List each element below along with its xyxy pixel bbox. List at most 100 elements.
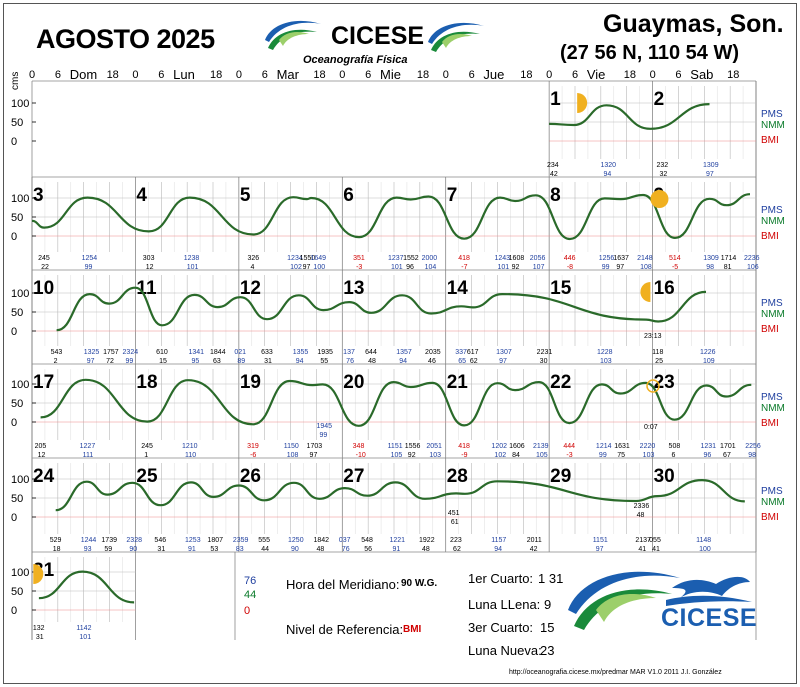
tide-time: 617 (467, 349, 479, 356)
tide-extreme-label: 1701 67 (720, 443, 736, 459)
tide-height: 32 (659, 171, 667, 178)
tide-extreme-label: 2324 99 (123, 349, 139, 365)
level-label: PMS (761, 486, 783, 497)
tide-extreme-label: 1307 97 (496, 349, 512, 365)
tide-time: 1226 (700, 349, 716, 356)
tide-time: 1150 (284, 443, 299, 450)
day-number: 14 (447, 278, 469, 299)
tide-height: 55 (320, 358, 328, 365)
tide-height: 97 (310, 452, 318, 459)
tide-height: 18 (53, 546, 61, 553)
hour-tick-label: 18 (727, 69, 739, 81)
tide-height: 99 (85, 264, 93, 271)
reference-number: 0 (244, 605, 250, 617)
tide-time: 1945 (316, 423, 332, 430)
day-number: 11 (136, 278, 157, 299)
tide-extreme-label: 23:13 (644, 333, 662, 340)
tide-extreme-label: 2336 48 (634, 503, 650, 519)
tide-height: 30 (540, 358, 548, 365)
station-coordinates: (27 56 N, 110 54 W) (560, 42, 739, 64)
tide-height: 12 (38, 452, 46, 459)
tide-curve (55, 478, 745, 512)
day-number: 20 (343, 372, 364, 393)
tide-extreme-label: 348-10 (353, 443, 366, 459)
tide-extreme-label: 1649 100 (310, 255, 326, 271)
tide-height: 56 (364, 546, 372, 553)
tide-height: 42 (530, 546, 538, 553)
tide-time: 1341 (188, 349, 204, 356)
level-label: BMI (761, 135, 779, 146)
y-tick-label: 0 (11, 512, 17, 524)
y-tick-label: 50 (11, 398, 23, 410)
tide-height: 67 (723, 452, 731, 459)
day-number: 22 (550, 372, 571, 393)
level-label: PMS (761, 298, 783, 309)
tide-height: 90 (129, 546, 137, 553)
tide-extreme-label: 1256 99 (599, 255, 615, 271)
tide-curve (40, 378, 752, 427)
bird-shape (672, 576, 750, 598)
day-number: 1 (550, 89, 561, 110)
tide-height: 103 (429, 452, 441, 459)
tide-time: 1237 (388, 255, 404, 262)
hour-tick-label: 18 (520, 69, 532, 81)
tide-height: 101 (497, 264, 509, 271)
level-label: BMI (761, 418, 779, 429)
tide-time: 1228 (597, 349, 613, 356)
tide-extreme-label: 446-8 (564, 255, 576, 271)
day-number: 4 (136, 185, 147, 206)
tide-height: 84 (512, 452, 520, 459)
tide-height: 31 (157, 546, 165, 553)
tide-height: 48 (422, 546, 430, 553)
swoosh-blue (568, 571, 680, 614)
hour-tick-label: 6 (365, 69, 371, 81)
tide-height: 6 (672, 452, 676, 459)
tide-time: 610 (156, 349, 168, 356)
level-label: BMI (761, 512, 779, 523)
y-tick-label: 100 (11, 474, 29, 486)
phase-first-quarter-value: 1 31 (538, 571, 564, 586)
tide-extreme-label: 1228 103 (597, 349, 613, 365)
tide-curve (549, 103, 710, 130)
day-name-label: Mar (277, 67, 300, 82)
hour-tick-label: 0 (339, 69, 345, 81)
tide-height: 91 (188, 546, 196, 553)
tide-time: 1714 (721, 255, 737, 262)
tide-height: -10 (356, 452, 366, 459)
day-name-label: Sab (690, 67, 713, 82)
tide-time: 2324 (123, 349, 139, 356)
tide-extreme-label: 1556 92 (405, 443, 421, 459)
tide-time: 418 (458, 255, 470, 262)
tide-height: 2 (54, 358, 58, 365)
day-number: 2 (654, 89, 665, 110)
tide-height: 97 (303, 264, 311, 271)
hour-tick-label: 18 (624, 69, 636, 81)
phase-full-moon-label: Luna LLena: (468, 597, 541, 612)
tide-time: 326 (248, 255, 260, 262)
tide-time: 1703 (307, 443, 323, 450)
tide-height: 97 (596, 546, 604, 553)
tide-time: 132 (33, 625, 45, 632)
tide-extreme-label: 2137 41 (635, 537, 651, 553)
tide-time: 2328 (126, 537, 142, 544)
tide-time: 1221 (390, 537, 406, 544)
tide-extreme-label: 1254 99 (82, 255, 98, 271)
tide-time: 2139 (533, 443, 549, 450)
tide-height: 103 (643, 452, 655, 459)
tide-time: 1157 (491, 537, 506, 544)
tide-extreme-label: 1234 102 (287, 255, 303, 271)
tide-height: 105 (536, 452, 548, 459)
hour-tick-label: 0 (29, 69, 35, 81)
tide-height: 4 (251, 264, 255, 271)
tide-height: 108 (287, 452, 299, 459)
tide-time: 543 (51, 349, 63, 356)
tide-time: 223 (450, 537, 462, 544)
tide-time: 1320 (600, 162, 616, 169)
tide-extreme-label: 351-3 (353, 255, 365, 271)
y-tick-label: 50 (11, 493, 23, 505)
tide-curve (56, 286, 707, 332)
